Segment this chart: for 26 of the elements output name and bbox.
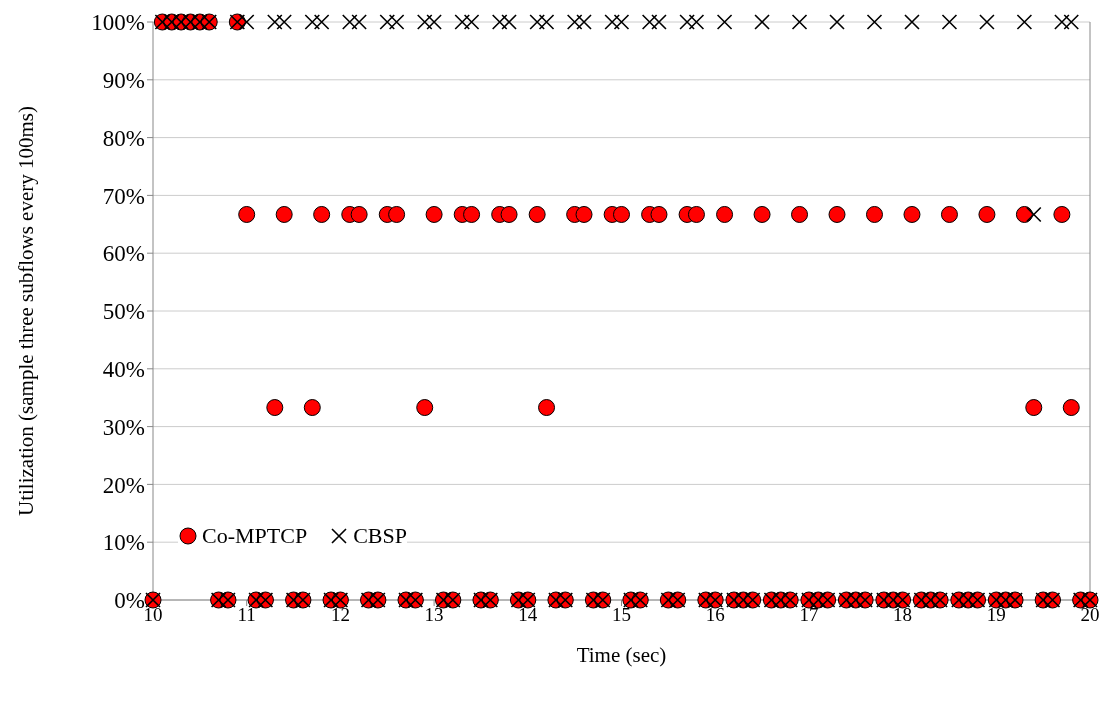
y-tick-label: 40% xyxy=(102,356,145,382)
x-tick-label: 19 xyxy=(986,604,1006,626)
y-tick-label: 70% xyxy=(102,183,145,209)
y-tick-label: 20% xyxy=(102,472,145,498)
x-tick-label: 14 xyxy=(518,604,538,626)
y-tick-label: 80% xyxy=(102,125,145,151)
x-tick-label: 12 xyxy=(330,604,350,626)
y-tick-label: 10% xyxy=(102,530,145,556)
y-tick-label: 30% xyxy=(102,414,145,440)
x-axis-title: Time (sec) xyxy=(576,643,667,667)
y-tick-label: 100% xyxy=(91,10,145,36)
y-axis-title: Utilization (sample three subflows every 100ms) xyxy=(14,106,39,516)
y-tick-label: 0% xyxy=(114,588,145,614)
x-tick-label: 17 xyxy=(799,604,819,626)
y-tick-label: 60% xyxy=(102,241,145,267)
x-tick-label: 18 xyxy=(893,604,913,626)
x-tick-label: 15 xyxy=(612,604,631,626)
legend-label: CBSP xyxy=(353,523,407,549)
x-tick-label: 16 xyxy=(705,604,725,626)
x-tick-label: 20 xyxy=(1080,604,1100,626)
y-tick-label: 50% xyxy=(102,299,145,325)
y-tick-label: 90% xyxy=(102,67,145,93)
x-tick-label: 11 xyxy=(237,604,256,626)
x-tick-label: 10 xyxy=(143,604,163,626)
x-tick-label: 13 xyxy=(424,604,444,626)
legend-label: Co-MPTCP xyxy=(202,523,308,549)
